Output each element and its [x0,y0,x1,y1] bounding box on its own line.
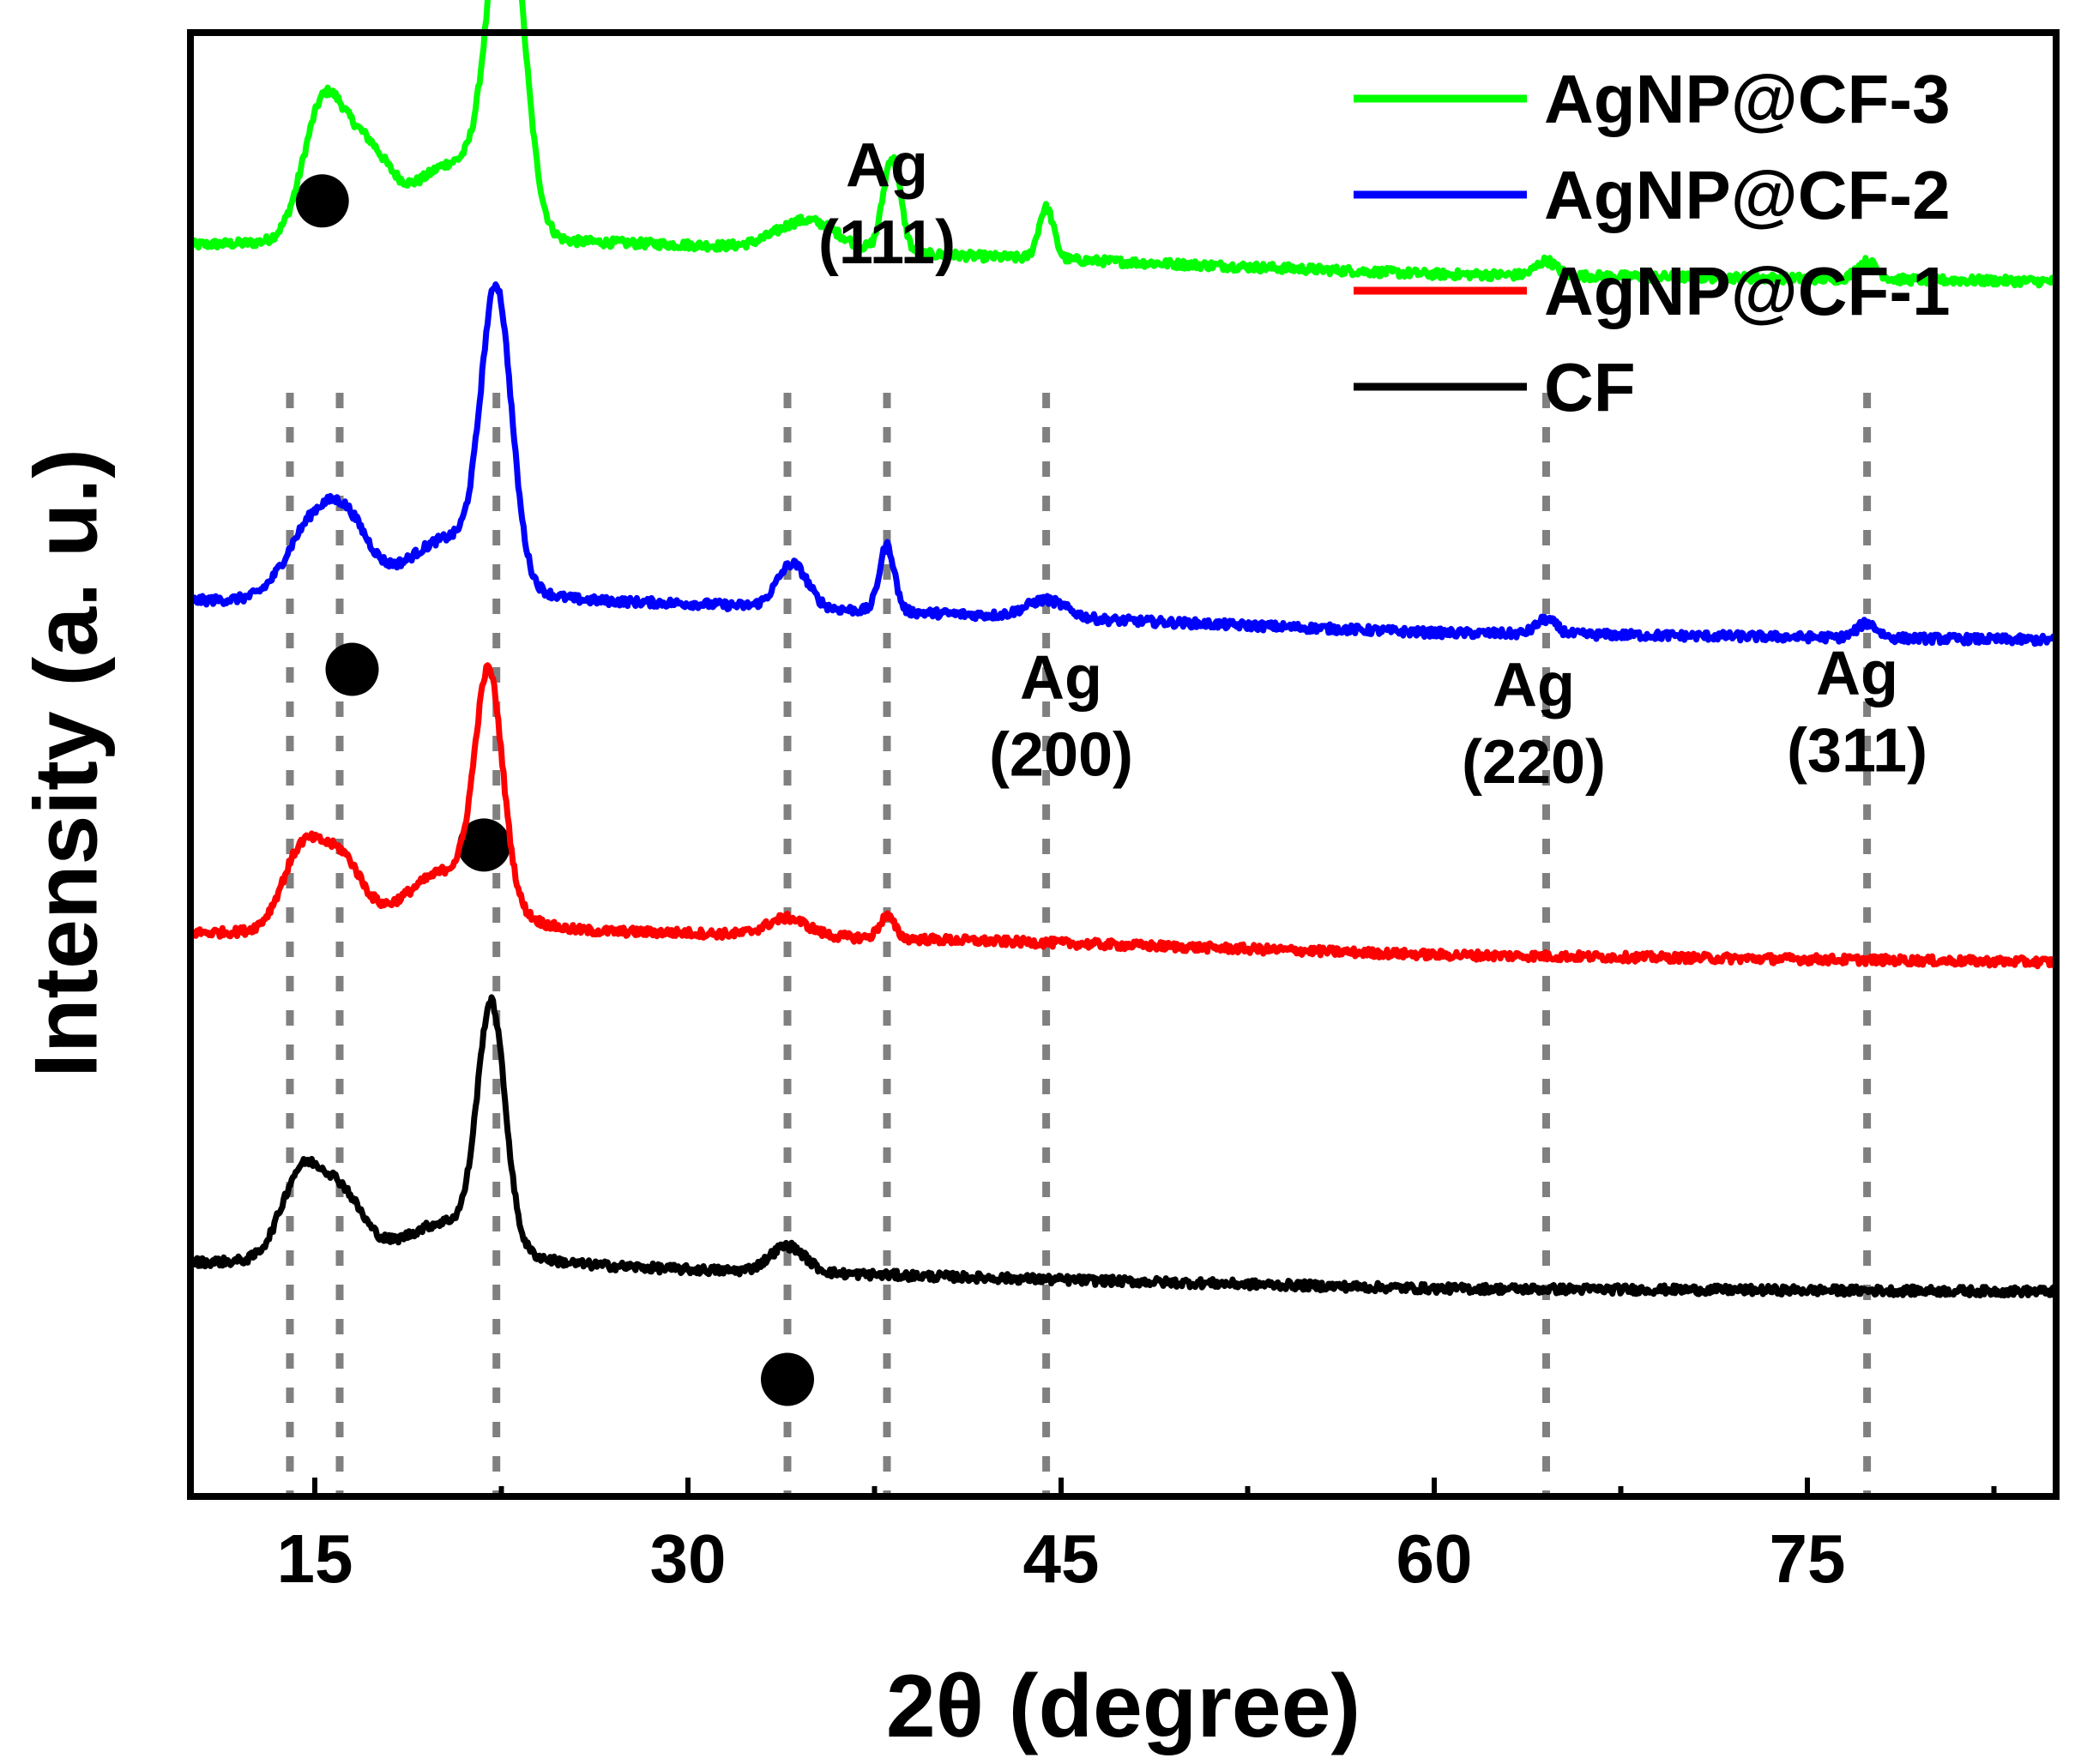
x-tick-label: 60 [1396,1520,1473,1597]
x-tick-label: 45 [1023,1520,1100,1597]
cellulose-marker [295,174,349,228]
series-line [187,0,2058,289]
x-axis-title: 2θ (degree) [886,1657,1360,1756]
cellulose-marker [325,642,379,696]
peak-annotation-text: Ag [846,131,928,200]
peak-annotation-text: (200) [989,721,1133,790]
series-layer [187,0,2060,1299]
plot-frame [187,29,2060,1500]
x-tick-label: 30 [650,1520,727,1597]
peak-annotation-text: (311) [1787,717,1927,786]
series-line [187,994,2058,1299]
cellulose-marker [761,1352,814,1406]
legend-label: CF [1544,349,1636,425]
x-tick-label: 15 [277,1520,353,1597]
legend-label: AgNP@CF-3 [1544,61,1951,137]
peak-annotation-text: Ag [1493,651,1575,719]
series-line [189,662,2060,970]
legend-label: AgNP@CF-2 [1544,157,1951,233]
cellulose-marker [457,818,511,872]
peak-annotation-text: (111) [818,208,956,277]
peak-annotation-text: Ag [1020,644,1102,713]
legend-label: AgNP@CF-1 [1544,253,1951,329]
x-axis-ticks: 15 30 45 60 75 [277,1478,1997,1597]
cellulose-markers [295,174,814,1406]
x-tick-label: 75 [1770,1520,1846,1597]
peak-annotations: Ag (111) Ag (200) Ag (220) Ag (311) [818,131,1927,797]
y-axis-title: Intensity (a. u.) [16,449,116,1078]
series-line [187,281,2058,647]
peak-annotation-text: Ag [1816,640,1898,708]
legend: AgNP@CF-3 AgNP@CF-2 AgNP@CF-1 CF [1354,61,1951,425]
peak-annotation-text: (220) [1462,728,1606,797]
